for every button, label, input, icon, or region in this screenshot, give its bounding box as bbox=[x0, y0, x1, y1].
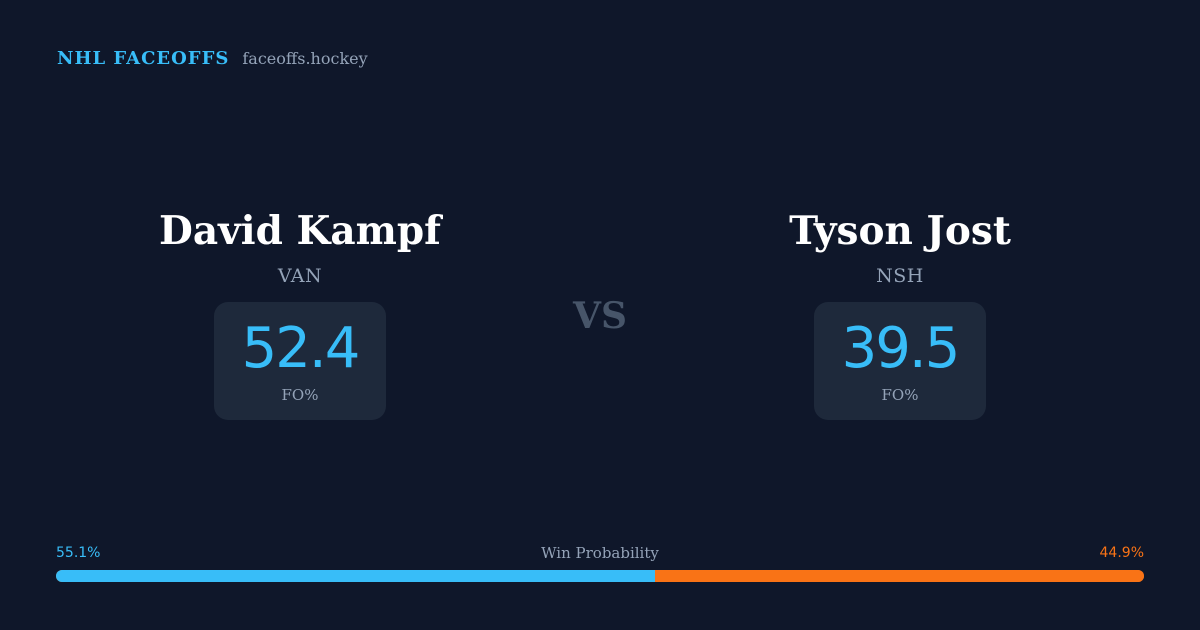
brand-title[interactable]: NHL FACEOFFS bbox=[57, 48, 230, 69]
win-probability-bar bbox=[56, 570, 1144, 582]
player-name: Tyson Jost bbox=[789, 208, 1011, 254]
header: NHL FACEOFFS faceoffs.hockey bbox=[57, 48, 368, 69]
stat-card: 39.5 FO% bbox=[814, 302, 986, 420]
stat-value: 39.5 bbox=[841, 316, 961, 381]
player-team: NSH bbox=[876, 265, 924, 287]
right-probability: 44.9% bbox=[1099, 545, 1144, 561]
win-probability-bar-right bbox=[655, 570, 1144, 582]
win-probability-title: Win Probability bbox=[541, 544, 659, 562]
stat-card: 52.4 FO% bbox=[214, 302, 386, 420]
site-name[interactable]: faceoffs.hockey bbox=[242, 49, 368, 68]
stat-value: 52.4 bbox=[241, 316, 361, 381]
win-probability-bar-left bbox=[56, 570, 656, 582]
player-right: Tyson Jost NSH 39.5 FO% bbox=[670, 206, 1130, 420]
player-name: David Kampf bbox=[159, 208, 441, 254]
win-probability-labels: 55.1% Win Probability 44.9% bbox=[56, 543, 1144, 563]
player-left: David Kampf VAN 52.4 FO% bbox=[70, 206, 530, 420]
left-probability: 55.1% bbox=[56, 545, 101, 561]
versus-label: VS bbox=[573, 295, 627, 337]
player-team: VAN bbox=[277, 265, 323, 287]
stat-label: FO% bbox=[881, 386, 919, 404]
stat-label: FO% bbox=[281, 386, 319, 404]
